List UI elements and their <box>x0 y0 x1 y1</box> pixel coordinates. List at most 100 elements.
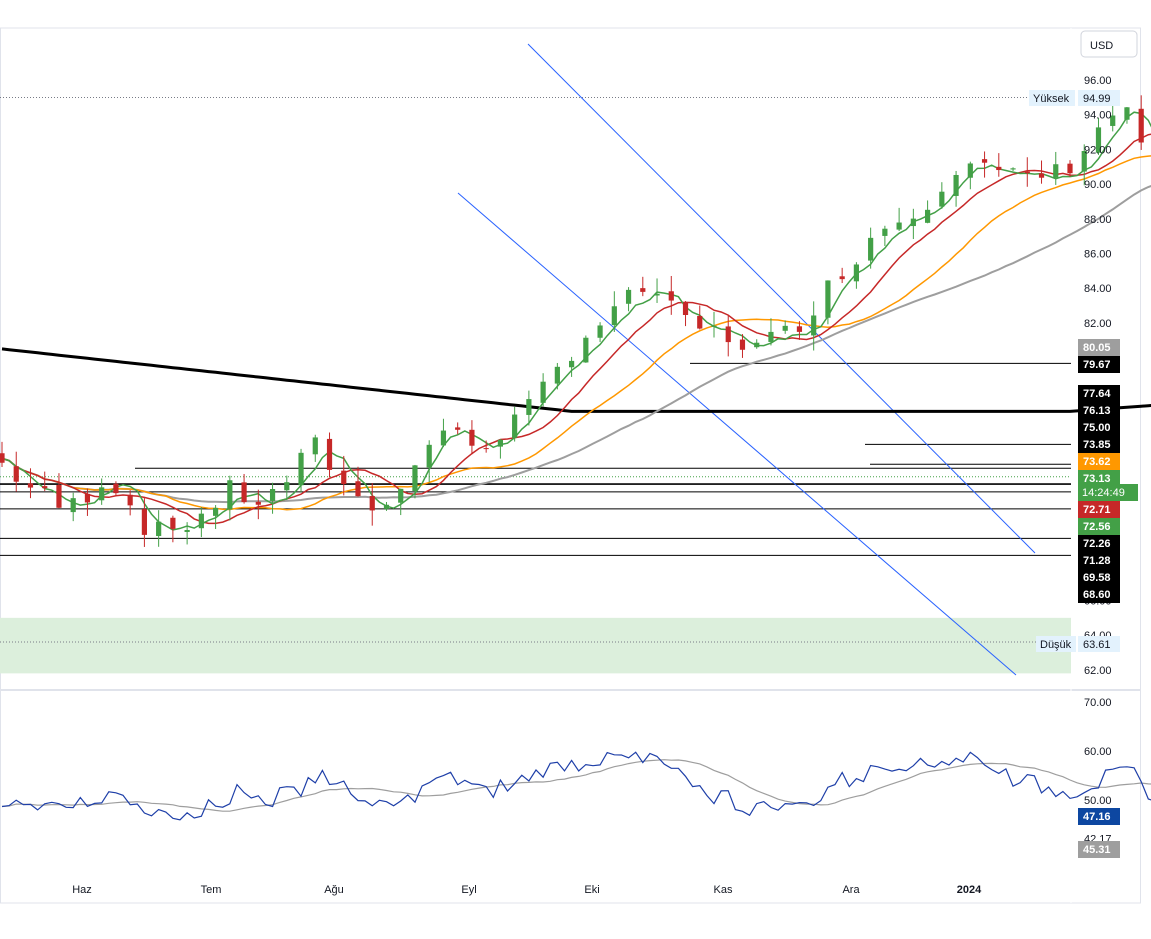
channel-lower <box>457 192 1017 676</box>
candle-body <box>455 427 461 430</box>
candle-body <box>967 163 973 178</box>
price-tick-label: 62.00 <box>1084 665 1112 677</box>
candle-body <box>697 315 703 329</box>
currency-button-label: USD <box>1090 40 1113 52</box>
candle-body <box>13 466 19 482</box>
channel-lines <box>457 43 1036 676</box>
candle-body <box>1038 173 1045 178</box>
candle-body <box>868 237 874 261</box>
time-tick-label: Kas <box>714 884 733 896</box>
price-tag-bg <box>1078 385 1120 402</box>
price-tag-text: 69.58 <box>1083 572 1111 584</box>
channel-upper <box>527 43 1036 554</box>
candle-body <box>583 337 589 363</box>
price-tag-bg <box>1078 453 1120 470</box>
candle-body <box>739 339 746 350</box>
candle-body <box>953 174 959 196</box>
high-label-text: Yüksek <box>1033 93 1070 105</box>
low-label: Düşük 63.61 <box>1036 636 1120 652</box>
time-tick-label: Haz <box>72 884 92 896</box>
low-zone-rect <box>0 617 1071 674</box>
candle-body <box>27 483 34 488</box>
candle-body <box>497 439 503 447</box>
candle-body <box>42 486 48 489</box>
countdown-bg <box>1078 484 1138 501</box>
price-tag-bg <box>1078 470 1120 487</box>
candle-body <box>412 465 418 491</box>
price-tag-text: 72.56 <box>1083 521 1111 533</box>
price-tag-text: 72.26 <box>1083 538 1111 550</box>
price-tag-bg <box>1078 552 1120 569</box>
candle-body <box>1110 115 1116 126</box>
oscillator-pane <box>1 751 1151 821</box>
candle-body <box>711 325 717 327</box>
candle-body <box>355 481 361 497</box>
oscillator-tag-bg <box>1078 841 1120 858</box>
price-tick-label: 96.00 <box>1084 75 1112 87</box>
candle-body <box>312 437 318 455</box>
candle-body <box>0 453 5 463</box>
price-tag-text: 75.00 <box>1083 422 1111 434</box>
candle-body <box>996 166 1002 171</box>
outer-border <box>0 27 1141 904</box>
price-tag-text: 80.05 <box>1083 342 1111 354</box>
price-tick-label: 88.00 <box>1084 214 1112 226</box>
price-tick-label: 82.00 <box>1084 318 1112 330</box>
high-label: Yüksek 94.99 <box>1029 90 1120 106</box>
low-label-text: Düşük <box>1040 639 1072 651</box>
candle-body <box>156 521 162 537</box>
price-tag-text: 71.28 <box>1083 555 1111 567</box>
price-tick-label: 84.00 <box>1084 283 1112 295</box>
price-tag-bg <box>1078 501 1120 518</box>
candle-body <box>597 325 603 338</box>
price-tag-text: 76.13 <box>1083 405 1111 417</box>
time-tick-label: Ağu <box>324 884 344 896</box>
horizontal-levels <box>0 362 1071 556</box>
candle-body <box>811 315 817 336</box>
candle-body <box>640 288 646 292</box>
oscillator-tick-label: 70.00 <box>1084 697 1112 709</box>
candle-body <box>227 480 233 510</box>
price-tag-text: 72.71 <box>1083 504 1111 516</box>
ma-line <box>1 347 1151 413</box>
high-label-value: 94.99 <box>1083 93 1111 105</box>
oscillator-tag-text: 47.16 <box>1083 811 1111 823</box>
time-tick-label: Tem <box>201 884 222 896</box>
price-tag-bg <box>1078 569 1120 586</box>
candle-body <box>198 513 204 529</box>
candle-body <box>483 448 489 450</box>
candle-body <box>440 430 447 446</box>
oscillator-tick-label: 50.00 <box>1084 795 1112 807</box>
candle-body <box>99 487 105 501</box>
candle-body <box>1138 108 1144 143</box>
price-tag-text: 79.67 <box>1083 359 1111 371</box>
candle-body <box>668 291 674 301</box>
candle-body <box>284 482 290 491</box>
candle-body <box>213 507 219 516</box>
candle-body <box>1010 168 1016 170</box>
candle-body <box>383 504 390 509</box>
price-tag-bg <box>1078 402 1120 419</box>
candle-body <box>127 494 133 506</box>
ma-line <box>1 184 1151 504</box>
oscillator-tick-label: 60.00 <box>1084 746 1112 758</box>
currency-button[interactable]: USD <box>1080 30 1138 58</box>
price-tag-bg <box>1078 339 1120 356</box>
candle-body <box>939 191 945 207</box>
candle-body <box>184 530 190 532</box>
candle-body <box>853 264 859 282</box>
candle-body <box>326 438 333 470</box>
candle-body <box>56 484 62 508</box>
low-label-value: 63.61 <box>1083 639 1111 651</box>
candle-body <box>981 159 988 163</box>
time-tick-label: 2024 <box>957 884 982 896</box>
candle-body <box>469 429 475 446</box>
time-tick-label: Eki <box>584 884 599 896</box>
price-tags: 80.05 79.67 77.64 76.13 75.00 73.85 73.62 73.13… <box>1078 339 1138 858</box>
candle-body <box>141 509 147 535</box>
candle-body <box>1124 107 1130 120</box>
candle-body <box>341 470 347 484</box>
candle-body <box>725 326 731 343</box>
candle-body <box>1067 163 1073 174</box>
